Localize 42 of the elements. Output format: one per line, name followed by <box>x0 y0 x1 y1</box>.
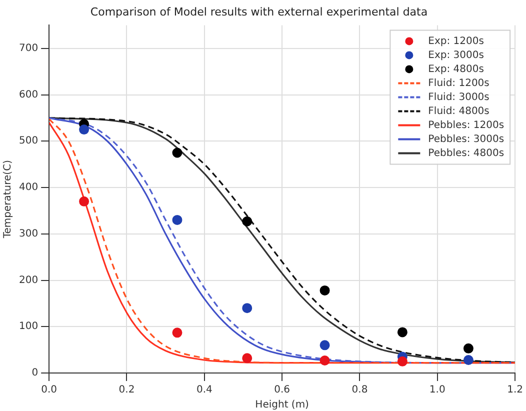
point <box>320 340 330 350</box>
point <box>172 148 182 158</box>
y-tick-label: 600 <box>18 89 38 100</box>
point <box>79 196 90 206</box>
point <box>463 343 474 354</box>
point <box>242 216 252 226</box>
point <box>242 353 252 364</box>
x-tick-label: 0.4 <box>196 384 212 396</box>
y-tick-label: 100 <box>18 321 38 332</box>
legend-label: Fluid: 4800s <box>428 106 490 117</box>
x-tick-label: 1.2 <box>507 384 523 396</box>
y-tick-label: 300 <box>18 228 38 240</box>
legend-label: Exp: 1200s <box>428 36 484 47</box>
y-axis-title: Temperature(C) <box>2 160 14 240</box>
point <box>79 124 90 135</box>
x-tick-label: 0.6 <box>274 384 290 396</box>
legend-label: Exp: 4800s <box>428 64 484 75</box>
x-tick-label: 1.0 <box>429 384 446 396</box>
legend-label: Fluid: 3000s <box>428 92 490 103</box>
y-tick-label: 500 <box>18 136 38 147</box>
legend-label: Exp: 3000s <box>428 50 484 61</box>
point <box>320 355 330 366</box>
point <box>172 214 182 225</box>
legend-label: Pebbles: 1200s <box>428 120 504 131</box>
point <box>397 327 408 338</box>
legend-label: Pebbles: 4800s <box>428 148 504 159</box>
point <box>172 328 182 338</box>
legend-label: Pebbles: 3000s <box>428 134 504 145</box>
point <box>242 303 252 314</box>
y-tick-label: 400 <box>18 182 38 194</box>
chart-title: Comparison of Model results with external experimental data <box>90 5 428 18</box>
x-tick-label: 0.8 <box>352 384 368 396</box>
y-tick-label: 700 <box>18 42 38 54</box>
x-tick-label: 0.0 <box>41 384 58 396</box>
y-tick-label: 200 <box>18 274 38 286</box>
point <box>397 356 408 366</box>
point <box>320 285 330 296</box>
point <box>463 355 474 366</box>
x-tick-label: 0.2 <box>118 384 135 396</box>
y-tick-label: 0 <box>32 368 38 379</box>
legend-label: Fluid: 1200s <box>428 78 490 89</box>
x-axis-title: Height (m) <box>255 400 310 411</box>
